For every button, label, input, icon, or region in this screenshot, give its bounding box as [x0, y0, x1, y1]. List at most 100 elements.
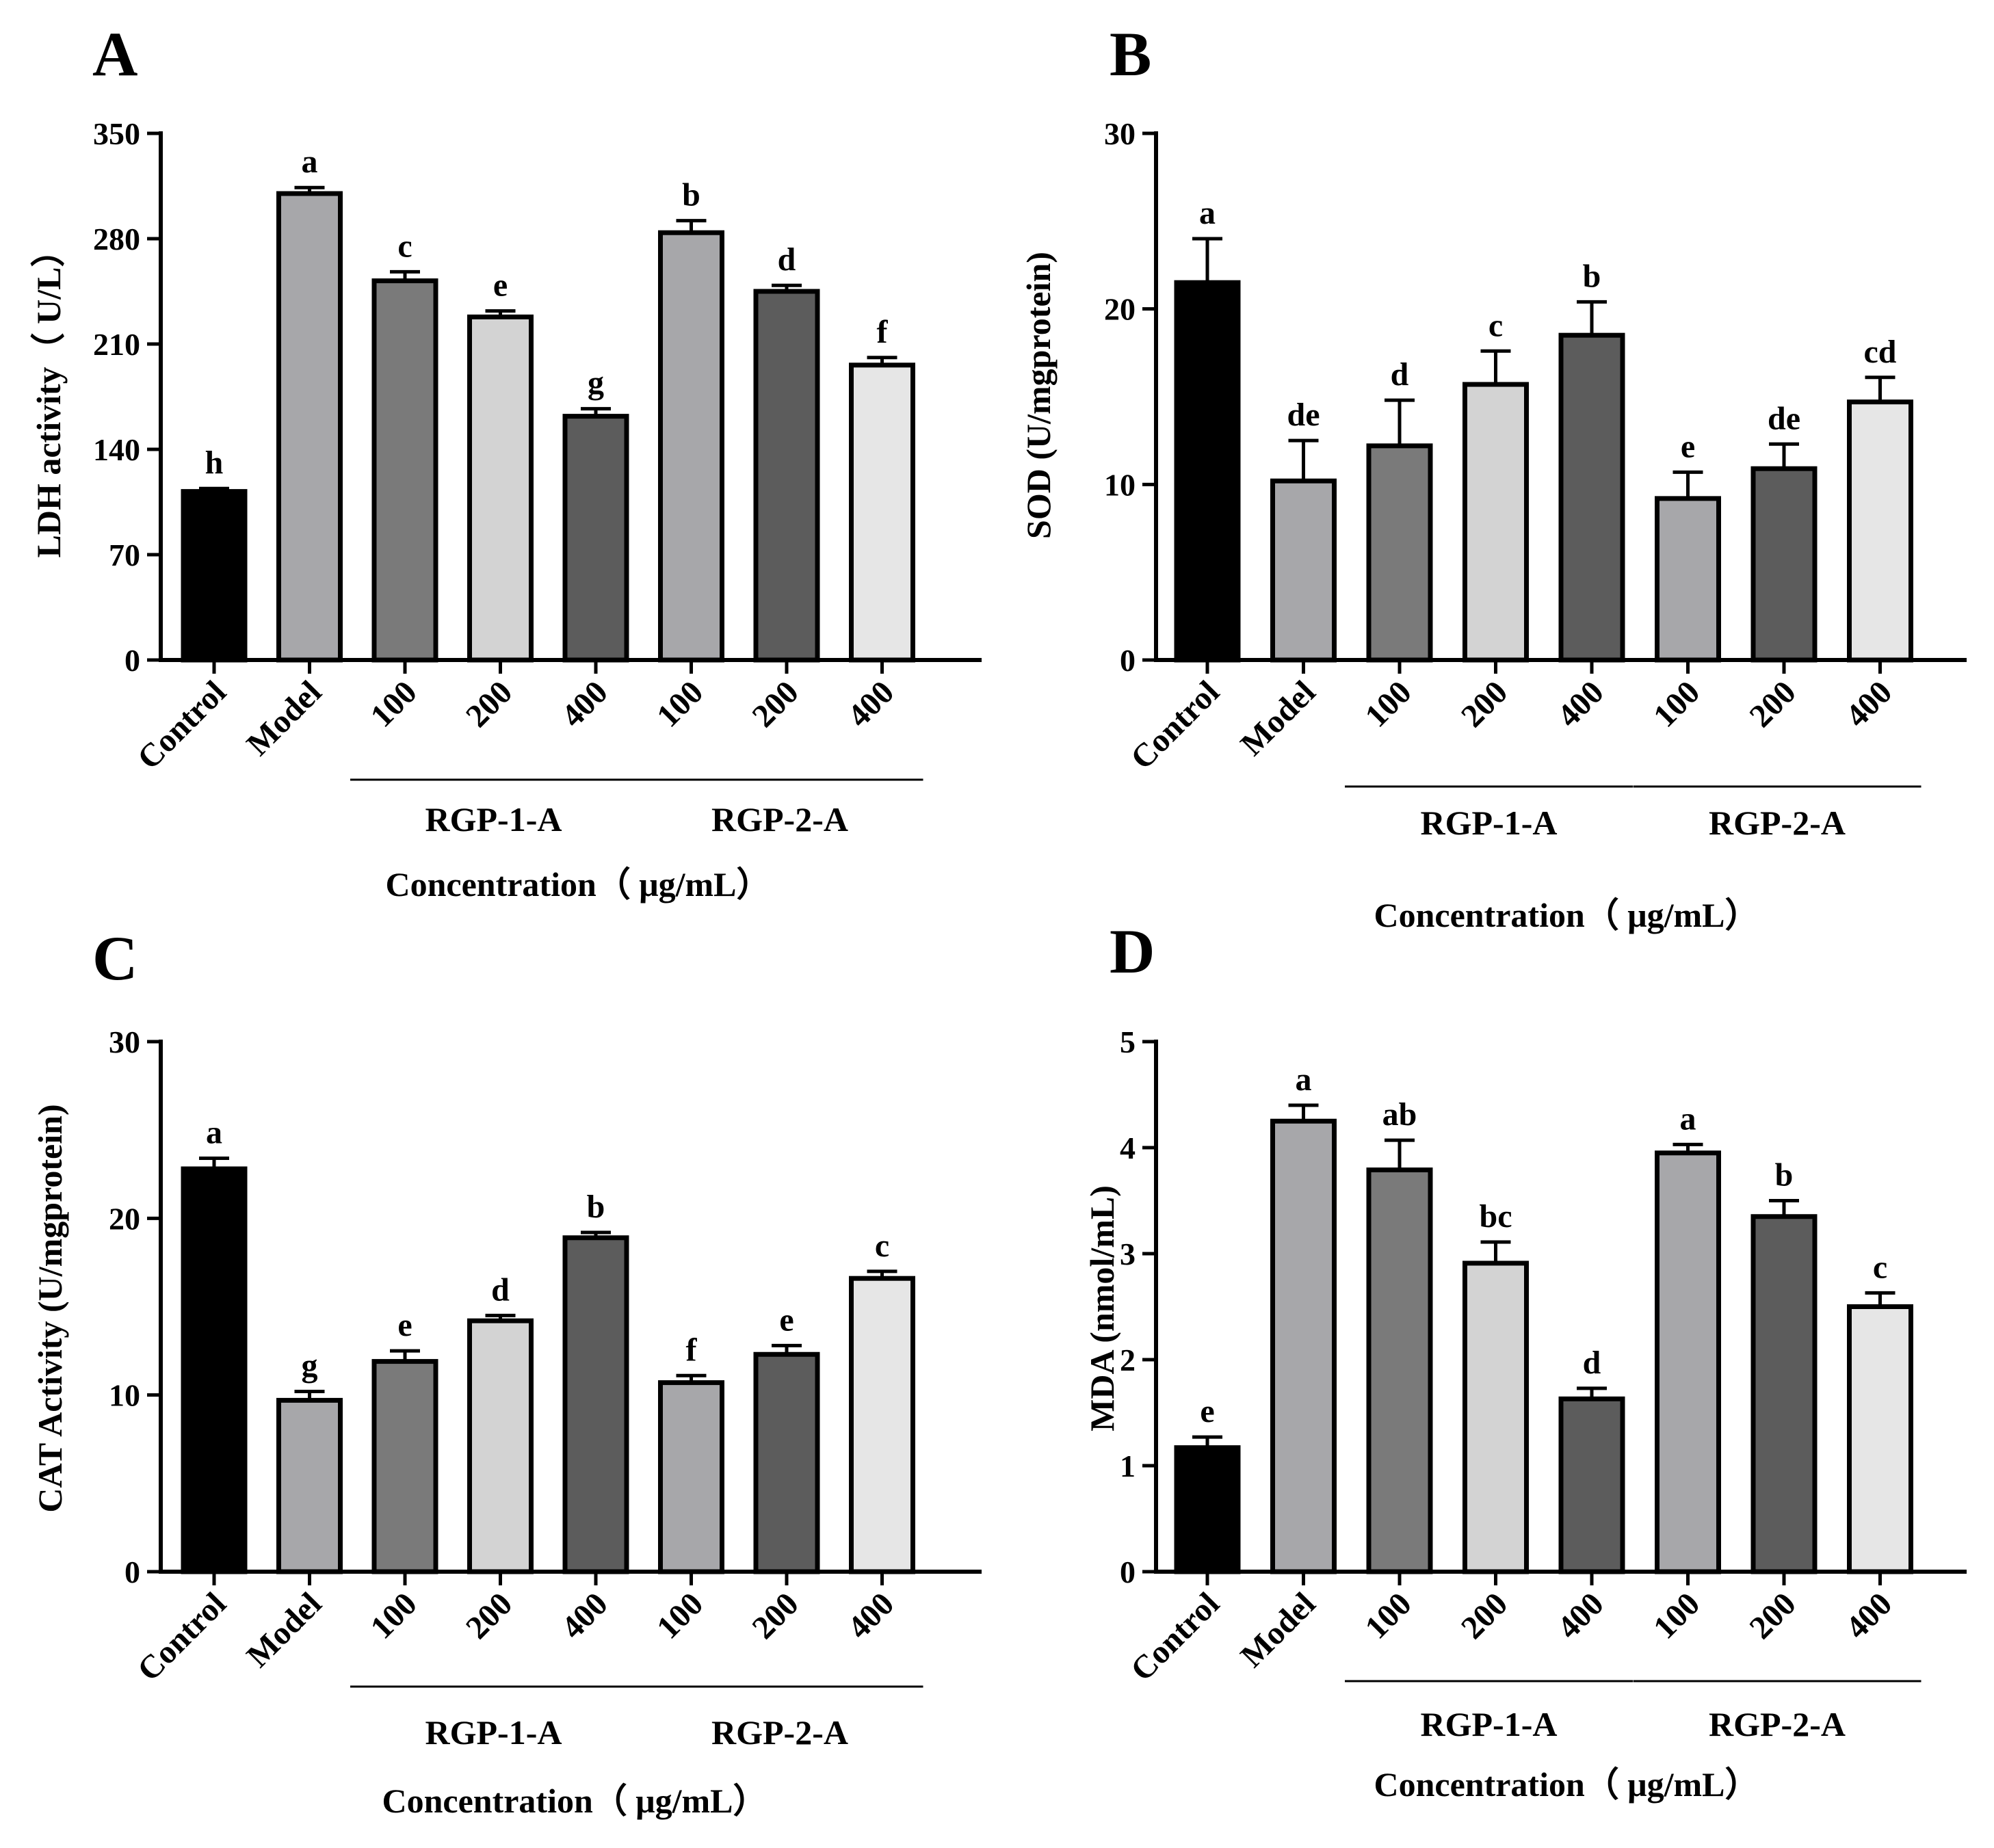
y-tick-label: 3	[1120, 1237, 1136, 1271]
significance-label: c	[1873, 1249, 1887, 1285]
y-axis-title: LDH activity（ U/L）	[29, 233, 68, 558]
significance-label: h	[205, 445, 224, 481]
y-axis-title: MDA (nmol/mL)	[1083, 1185, 1121, 1431]
significance-label: e	[1681, 428, 1695, 464]
y-tick-label: 10	[109, 1378, 140, 1413]
significance-label: c	[1488, 307, 1503, 343]
category-label: Control	[131, 674, 233, 776]
category-label: Control	[131, 1585, 233, 1688]
y-tick-label: 20	[1104, 292, 1136, 327]
category-label: 400	[1839, 674, 1899, 734]
category-label: 400	[1550, 674, 1610, 734]
category-label: Control	[1124, 674, 1226, 776]
category-label: 200	[745, 1585, 805, 1646]
category-label: Model	[239, 1585, 328, 1674]
bar	[658, 1380, 724, 1574]
y-tick-label: 4	[1120, 1131, 1136, 1165]
bar	[1655, 1150, 1721, 1574]
significance-label: de	[1768, 400, 1800, 436]
significance-label: c	[397, 228, 412, 264]
group-label: RGP-2-A	[1709, 804, 1846, 842]
bar	[1558, 1396, 1625, 1574]
category-label: 100	[363, 1585, 423, 1646]
category-label: 100	[650, 1585, 710, 1646]
category-label: 100	[650, 674, 710, 734]
panel-letter-c: C	[92, 923, 137, 993]
category-label: 100	[363, 674, 423, 734]
category-label: 100	[1647, 674, 1707, 734]
x-axis-title: Concentration（ μg/mL）	[1374, 1765, 1759, 1804]
category-label: 200	[1742, 674, 1802, 734]
y-tick-label: 210	[93, 327, 140, 362]
category-label: 100	[1647, 1585, 1707, 1646]
bar	[467, 1318, 534, 1574]
category-label: 200	[459, 674, 519, 734]
panel-c: C 0 10 20 30 a Control g Model e 100 d 200 b 400 f 100…	[31, 923, 982, 1820]
y-tick-label: 30	[1104, 116, 1136, 151]
bar	[849, 362, 915, 663]
significance-label: cd	[1864, 334, 1897, 370]
y-tick-label: 350	[93, 116, 140, 151]
significance-label: a	[1680, 1100, 1696, 1137]
category-label: 400	[1550, 1585, 1610, 1646]
category-label: Control	[1124, 1585, 1226, 1688]
significance-label: a	[1199, 195, 1216, 231]
significance-label: d	[491, 1271, 510, 1308]
bar	[276, 1397, 343, 1574]
significance-label: ab	[1382, 1096, 1417, 1133]
category-label: 200	[1454, 674, 1514, 734]
y-tick-label: 20	[109, 1201, 140, 1236]
bar	[181, 1166, 248, 1574]
category-label: 400	[1839, 1585, 1899, 1646]
category-label: 200	[459, 1585, 519, 1646]
significance-label: b	[1775, 1157, 1794, 1193]
group-label: RGP-1-A	[1421, 1705, 1558, 1743]
panel-a: A 0 70 140 210 280 350 h Control a Model c 100 e 200…	[29, 19, 982, 903]
y-tick-label: 0	[1120, 643, 1136, 678]
category-label: Model	[239, 674, 328, 763]
significance-label: d	[1391, 356, 1409, 393]
bar	[1174, 280, 1241, 663]
bar	[1558, 332, 1625, 663]
significance-label: e	[493, 267, 508, 304]
significance-label: c	[875, 1228, 889, 1264]
bar	[658, 230, 724, 663]
bar	[371, 278, 438, 663]
y-tick-label: 0	[1120, 1555, 1136, 1589]
significance-label: d	[778, 241, 796, 278]
y-tick-label: 0	[124, 1555, 140, 1589]
category-label: 400	[841, 1585, 901, 1646]
bar	[1655, 496, 1721, 663]
significance-label: d	[1583, 1345, 1601, 1381]
significance-label: a	[302, 144, 318, 180]
significance-label: g	[588, 365, 604, 401]
y-tick-label: 70	[109, 538, 140, 572]
bar	[276, 191, 343, 663]
category-label: 200	[1742, 1585, 1802, 1646]
y-tick-label: 1	[1120, 1449, 1136, 1483]
significance-label: b	[587, 1189, 605, 1225]
significance-label: de	[1287, 397, 1320, 433]
group-label: RGP-2-A	[1709, 1705, 1846, 1743]
category-label: Model	[1233, 674, 1322, 763]
y-tick-label: 5	[1120, 1025, 1136, 1059]
category-label: 400	[554, 674, 614, 734]
bar	[1750, 1214, 1818, 1574]
significance-label: b	[682, 177, 700, 213]
group-label: RGP-2-A	[711, 1713, 848, 1752]
bar	[753, 289, 820, 663]
group-label: RGP-2-A	[711, 800, 848, 839]
significance-label: f	[877, 314, 889, 350]
bar	[1270, 478, 1337, 663]
x-axis-title: Concentration（ μg/mL）	[382, 1782, 767, 1820]
y-axis-title: SOD (U/mgprotein)	[1019, 252, 1058, 539]
panel-letter-d: D	[1110, 916, 1155, 986]
significance-label: b	[1583, 258, 1601, 294]
panel-letter-b: B	[1110, 19, 1151, 89]
x-axis-title: Concentration（ μg/mL）	[1374, 896, 1759, 934]
significance-label: e	[1200, 1393, 1214, 1429]
y-tick-label: 140	[93, 432, 140, 467]
category-label: 400	[554, 1585, 614, 1646]
